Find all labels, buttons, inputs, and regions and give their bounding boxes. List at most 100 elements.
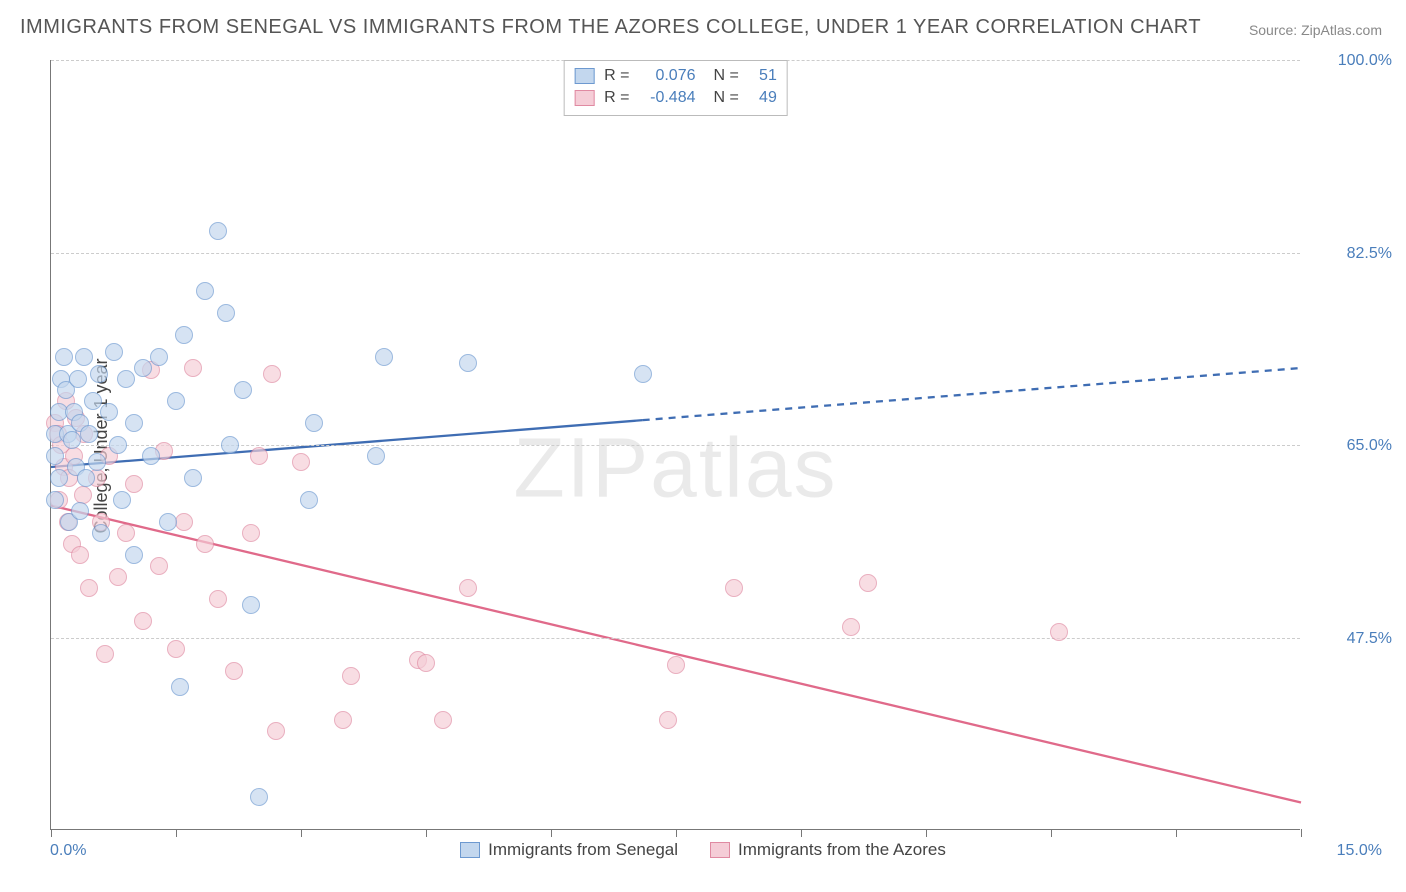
- legend-n-label: N =: [714, 87, 739, 109]
- legend-swatch: [574, 90, 594, 106]
- data-point: [242, 524, 260, 542]
- data-point: [46, 491, 64, 509]
- series-legend: Immigrants from Senegal Immigrants from t…: [0, 840, 1406, 860]
- data-point: [334, 711, 352, 729]
- data-point: [242, 596, 260, 614]
- data-point: [142, 447, 160, 465]
- legend-n-value: 49: [749, 87, 777, 109]
- data-point: [292, 453, 310, 471]
- data-point: [725, 579, 743, 597]
- trend-line: [51, 506, 1301, 803]
- data-point: [50, 469, 68, 487]
- data-point: [80, 579, 98, 597]
- data-point: [125, 414, 143, 432]
- x-tick: [801, 829, 802, 837]
- data-point: [225, 662, 243, 680]
- legend-item: Immigrants from Senegal: [460, 840, 678, 860]
- data-point: [71, 546, 89, 564]
- data-point: [113, 491, 131, 509]
- data-point: [46, 447, 64, 465]
- watermark: ZIPatlas: [513, 419, 837, 516]
- data-point: [842, 618, 860, 636]
- data-point: [209, 590, 227, 608]
- legend-r-value: 0.076: [640, 65, 696, 87]
- data-point: [171, 678, 189, 696]
- legend-r-label: R =: [604, 87, 629, 109]
- x-tick: [426, 829, 427, 837]
- data-point: [221, 436, 239, 454]
- data-point: [109, 436, 127, 454]
- data-point: [77, 469, 95, 487]
- data-point: [92, 524, 110, 542]
- data-point: [63, 431, 81, 449]
- x-tick: [1301, 829, 1302, 837]
- data-point: [217, 304, 235, 322]
- data-point: [90, 365, 108, 383]
- data-point: [175, 326, 193, 344]
- legend-item: Immigrants from the Azores: [710, 840, 946, 860]
- data-point: [100, 403, 118, 421]
- data-point: [150, 557, 168, 575]
- data-point: [74, 486, 92, 504]
- data-point: [55, 348, 73, 366]
- source-attribution: Source: ZipAtlas.com: [1249, 22, 1382, 38]
- legend-swatch: [574, 68, 594, 84]
- data-point: [84, 392, 102, 410]
- data-point: [150, 348, 168, 366]
- data-point: [267, 722, 285, 740]
- x-tick: [676, 829, 677, 837]
- x-tick: [926, 829, 927, 837]
- data-point: [105, 343, 123, 361]
- data-point: [109, 568, 127, 586]
- data-point: [459, 579, 477, 597]
- data-point: [117, 370, 135, 388]
- data-point: [69, 370, 87, 388]
- data-point: [263, 365, 281, 383]
- legend-r-label: R =: [604, 65, 629, 87]
- data-point: [117, 524, 135, 542]
- data-point: [250, 447, 268, 465]
- x-tick: [301, 829, 302, 837]
- data-point: [375, 348, 393, 366]
- plot-area: ZIPatlas R = 0.076 N = 51 R = -0.484 N = 49: [50, 60, 1300, 830]
- data-point: [96, 645, 114, 663]
- data-point: [234, 381, 252, 399]
- data-point: [167, 392, 185, 410]
- legend-label: Immigrants from the Azores: [738, 840, 946, 860]
- legend-n-value: 51: [749, 65, 777, 87]
- data-point: [342, 667, 360, 685]
- data-point: [184, 359, 202, 377]
- gridline: [51, 253, 1300, 254]
- data-point: [367, 447, 385, 465]
- x-tick: [551, 829, 552, 837]
- data-point: [125, 546, 143, 564]
- data-point: [667, 656, 685, 674]
- data-point: [1050, 623, 1068, 641]
- gridline: [51, 638, 1300, 639]
- data-point: [167, 640, 185, 658]
- data-point: [300, 491, 318, 509]
- data-point: [196, 535, 214, 553]
- data-point: [859, 574, 877, 592]
- chart-title: IMMIGRANTS FROM SENEGAL VS IMMIGRANTS FR…: [20, 16, 1201, 39]
- correlation-legend: R = 0.076 N = 51 R = -0.484 N = 49: [563, 60, 788, 116]
- legend-label: Immigrants from Senegal: [488, 840, 678, 860]
- x-tick: [51, 829, 52, 837]
- legend-row: R = 0.076 N = 51: [574, 65, 777, 87]
- legend-swatch: [710, 842, 730, 858]
- data-point: [634, 365, 652, 383]
- data-point: [125, 475, 143, 493]
- x-tick: [176, 829, 177, 837]
- data-point: [305, 414, 323, 432]
- data-point: [88, 453, 106, 471]
- data-point: [459, 354, 477, 372]
- legend-swatch: [460, 842, 480, 858]
- data-point: [134, 612, 152, 630]
- x-tick: [1176, 829, 1177, 837]
- x-tick: [1051, 829, 1052, 837]
- data-point: [250, 788, 268, 806]
- legend-r-value: -0.484: [640, 87, 696, 109]
- data-point: [134, 359, 152, 377]
- legend-n-label: N =: [714, 65, 739, 87]
- data-point: [175, 513, 193, 531]
